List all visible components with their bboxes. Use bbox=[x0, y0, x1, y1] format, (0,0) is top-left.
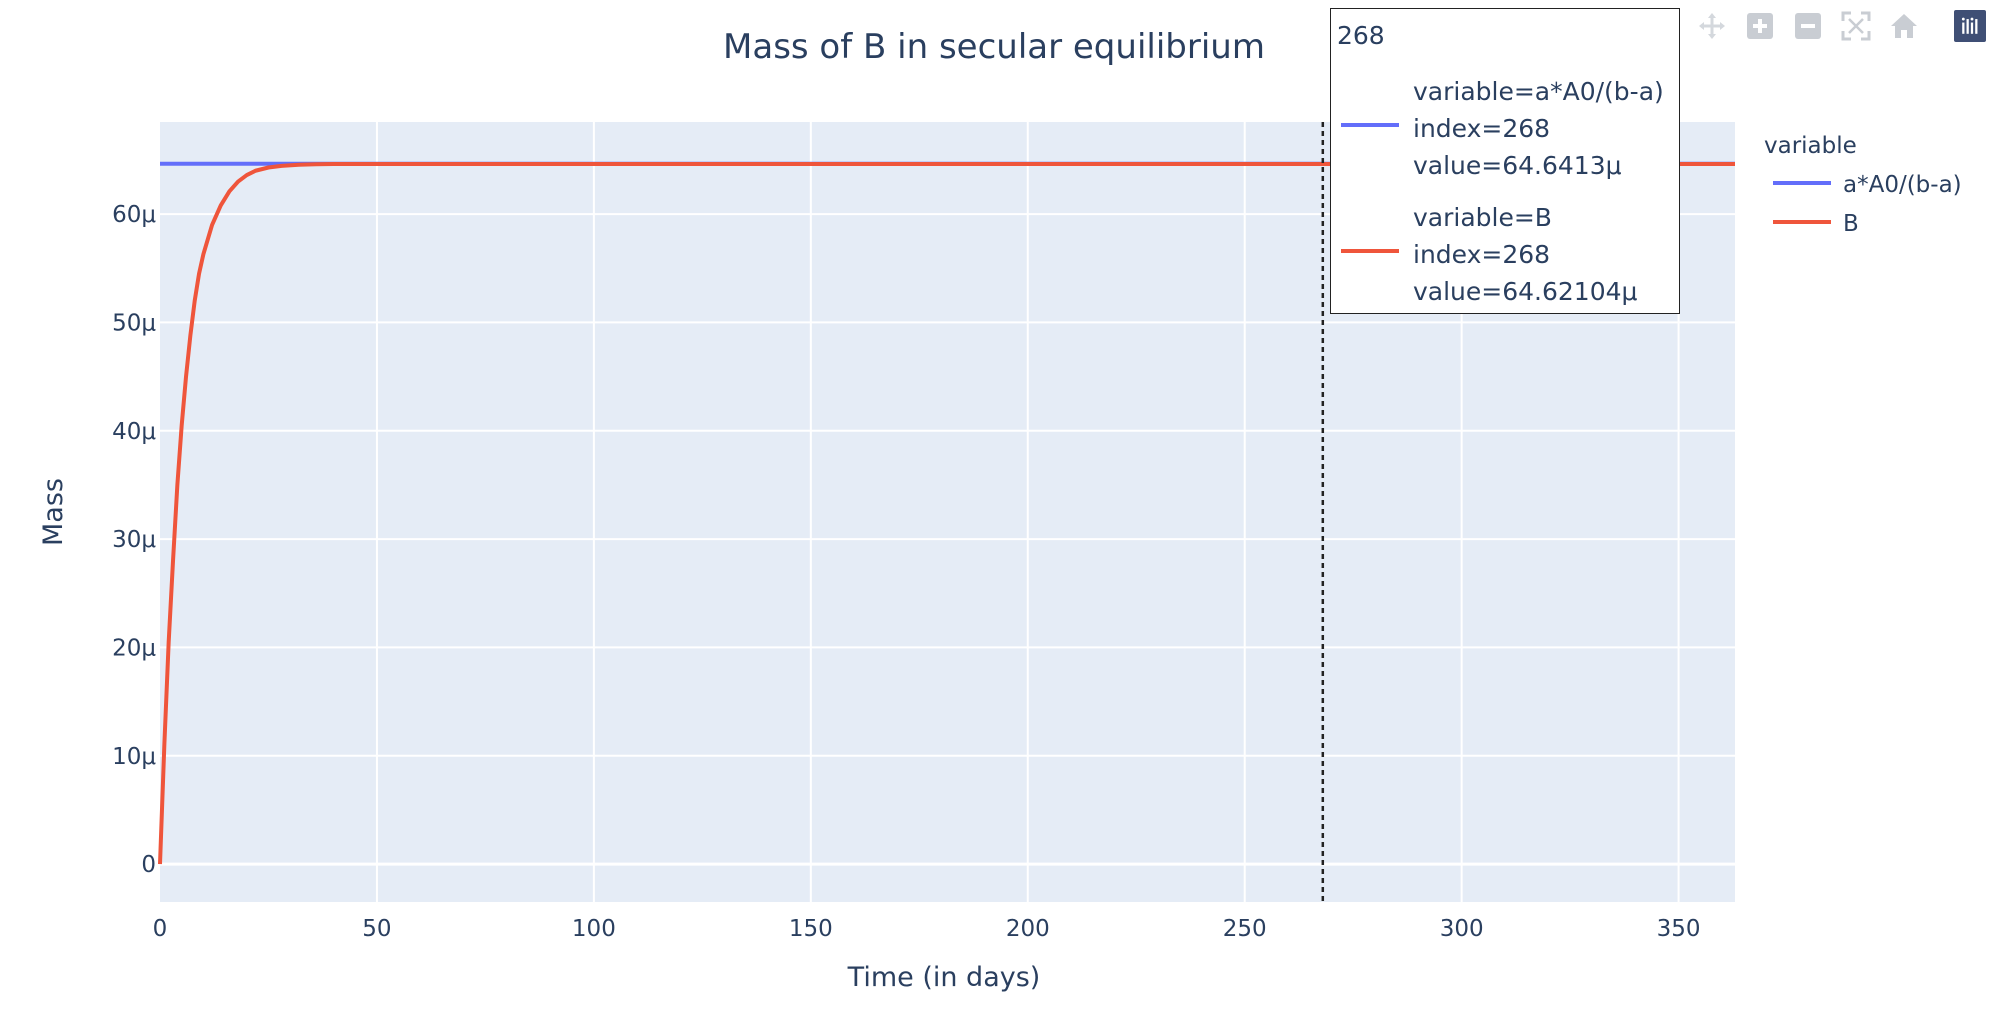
x-tick-label: 50 bbox=[362, 916, 391, 942]
x-axis-title: Time (in days) bbox=[847, 962, 1041, 993]
y-tick-label: 10μ bbox=[112, 744, 156, 770]
legend-item-series-2[interactable]: B bbox=[1773, 211, 1859, 237]
hover-index: index=268 bbox=[1413, 240, 1551, 269]
zoom-out-icon[interactable] bbox=[1792, 10, 1824, 42]
legend-item-series-1[interactable]: a*A0/(b-a) bbox=[1773, 172, 1962, 198]
x-tick-label: 100 bbox=[572, 916, 616, 942]
pan-icon[interactable] bbox=[1696, 10, 1728, 42]
hover-value: value=64.6413μ bbox=[1413, 151, 1622, 180]
series-line-2[interactable] bbox=[158, 161, 1735, 865]
hover-variable: variable=B bbox=[1413, 203, 1552, 232]
y-tick-label: 20μ bbox=[112, 635, 156, 661]
gridlines bbox=[160, 122, 1735, 902]
hover-tooltip: 268 variable=a*A0/(b-a) index=268 value=… bbox=[1330, 8, 1680, 314]
legend: variable a*A0/(b-a) B bbox=[1764, 133, 1962, 237]
y-tick-label: 0 bbox=[141, 852, 156, 878]
legend-label: a*A0/(b-a) bbox=[1843, 172, 1962, 198]
y-tick-label: 50μ bbox=[112, 310, 156, 336]
y-tick-label: 30μ bbox=[112, 527, 156, 553]
y-axis-title: Mass bbox=[38, 478, 69, 546]
hover-index: index=268 bbox=[1413, 114, 1551, 143]
hover-swatch bbox=[1341, 123, 1399, 127]
modebar bbox=[1680, 6, 1986, 46]
x-axis-ticks: 0 50 100 150 200 250 300 350 bbox=[153, 916, 1701, 942]
reset-axes-icon[interactable] bbox=[1888, 10, 1920, 42]
y-axis-ticks: 0 10μ 20μ 30μ 40μ 50μ 60μ bbox=[112, 202, 156, 878]
x-tick-label: 0 bbox=[153, 916, 168, 942]
hover-variable: variable=a*A0/(b-a) bbox=[1413, 77, 1664, 106]
y-tick-label: 60μ bbox=[112, 202, 156, 228]
x-tick-label: 300 bbox=[1440, 916, 1484, 942]
hover-x-label: 268 bbox=[1337, 21, 1385, 50]
y-tick-label: 40μ bbox=[112, 419, 156, 445]
legend-title: variable bbox=[1764, 133, 1857, 159]
hover-swatch bbox=[1341, 249, 1399, 253]
zoom-in-icon[interactable] bbox=[1744, 10, 1776, 42]
x-tick-label: 200 bbox=[1006, 916, 1050, 942]
legend-label: B bbox=[1843, 211, 1859, 237]
hover-value: value=64.62104μ bbox=[1413, 277, 1638, 306]
x-tick-label: 350 bbox=[1657, 916, 1701, 942]
plotly-logo-icon[interactable] bbox=[1954, 10, 1986, 42]
chart-title: Mass of B in secular equilibrium bbox=[723, 27, 1265, 67]
x-tick-label: 150 bbox=[789, 916, 833, 942]
x-tick-label: 250 bbox=[1223, 916, 1267, 942]
autoscale-icon[interactable] bbox=[1840, 10, 1872, 42]
